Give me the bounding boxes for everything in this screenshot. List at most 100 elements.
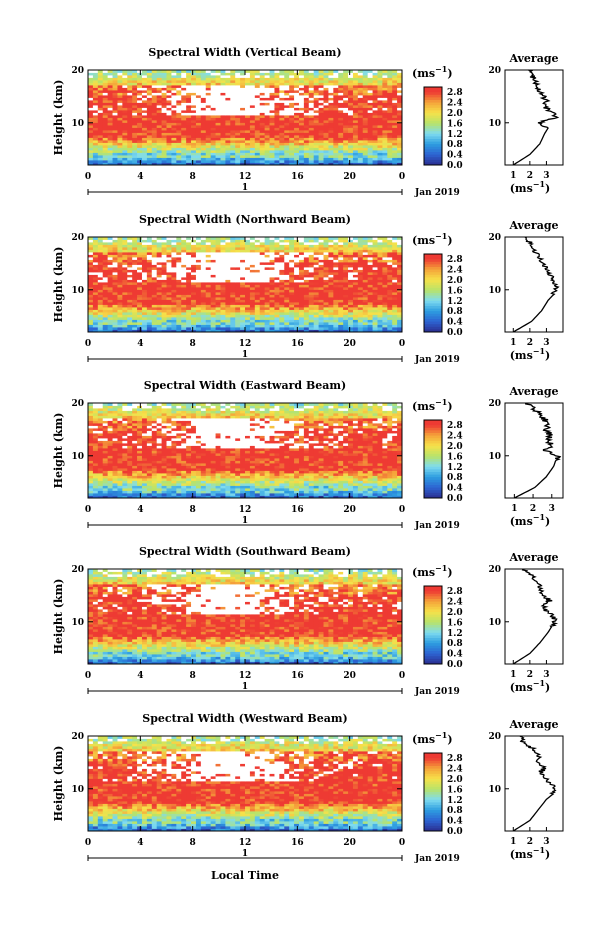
heatmap-cell: [200, 135, 207, 138]
heatmap-cell: [387, 155, 393, 158]
heatmap-cell: [367, 125, 373, 128]
heatmap-cell: [225, 157, 231, 161]
heatmap-cell: [117, 155, 123, 158]
heatmap-cell: [151, 100, 158, 103]
heatmap-cell: [249, 327, 256, 330]
heatmap-cell: [137, 157, 143, 161]
heatmap-cell: [186, 249, 192, 253]
heatmap-cell: [127, 307, 133, 310]
heatmap-cell: [348, 289, 354, 293]
heatmap-cell: [200, 155, 207, 158]
heatmap-cell: [88, 132, 94, 136]
heatmap-cell: [303, 115, 310, 118]
heatmap-cell: [357, 162, 364, 166]
heatmap-cell: [112, 72, 118, 76]
heatmap-cell: [195, 97, 202, 101]
heatmap-cell: [249, 142, 256, 146]
heatmap-cell: [220, 82, 226, 86]
heatmap-cell: [210, 264, 216, 268]
heatmap-cell: [323, 289, 329, 293]
heatmap-cell: [215, 264, 221, 268]
heatmap-cell: [166, 247, 172, 250]
heatmap-cell: [146, 242, 153, 245]
heatmap-cell: [274, 287, 280, 290]
heatmap-cell: [107, 157, 113, 161]
heatmap-cell: [313, 152, 319, 156]
heatmap-cell: [230, 117, 236, 121]
heatmap-cell: [97, 80, 104, 83]
heatmap-cell: [97, 294, 104, 298]
heatmap-cell: [333, 110, 339, 113]
heatmap-cell: [397, 162, 403, 166]
heatmap-cell: [117, 112, 123, 116]
heatmap-cell: [284, 269, 290, 273]
heatmap-cell: [308, 70, 315, 73]
heatmap-cell: [274, 120, 280, 123]
heatmap-cell: [146, 117, 153, 121]
heatmap-cell: [166, 80, 172, 83]
heatmap-cell: [92, 162, 99, 166]
heatmap-cell: [97, 142, 104, 146]
heatmap-cell: [132, 324, 138, 328]
heatmap-cell: [230, 254, 236, 258]
heatmap-cell: [249, 319, 256, 323]
heatmap-cell: [308, 110, 315, 113]
heatmap-cell: [151, 122, 158, 126]
heatmap-cell: [220, 277, 226, 280]
heatmap-cell: [92, 244, 99, 248]
heatmap-cell: [254, 102, 261, 106]
heatmap-cell: [205, 292, 212, 295]
heatmap-cell: [279, 247, 285, 250]
heatmap-cell: [357, 152, 364, 156]
heatmap-cell: [269, 242, 275, 245]
heatmap-cell: [298, 145, 305, 148]
heatmap-cell: [289, 107, 295, 111]
heatmap-cell: [313, 70, 319, 73]
heatmap-cell: [249, 329, 256, 333]
heatmap-cell: [387, 282, 393, 285]
heatmap-cell: [92, 155, 99, 158]
heatmap-cell: [176, 152, 182, 156]
heatmap-cell: [181, 304, 187, 308]
heatmap-cell: [279, 162, 285, 166]
heatmap-cell: [328, 254, 334, 258]
heatmap-cell: [137, 107, 143, 111]
heatmap-cell: [161, 120, 167, 123]
heatmap-cell: [254, 137, 261, 141]
heatmap-cell: [176, 239, 182, 243]
heatmap-cell: [191, 322, 197, 325]
heatmap-cell: [186, 100, 192, 103]
heatmap-cell: [313, 155, 319, 158]
y-tick-label: 10: [71, 119, 84, 129]
heatmap-cell: [166, 162, 172, 166]
heatmap-cell: [225, 254, 231, 258]
heatmap-cell: [274, 262, 280, 265]
heatmap-cell: [161, 112, 167, 116]
heatmap-cell: [392, 150, 398, 153]
heatmap-cell: [284, 327, 290, 330]
heatmap-cell: [348, 312, 354, 315]
heatmap-cell: [191, 90, 197, 93]
heatmap-cell: [392, 120, 398, 123]
heatmap-cell: [254, 77, 261, 81]
heatmap-cell: [122, 297, 128, 300]
heatmap-cell: [284, 127, 290, 131]
heatmap-cell: [181, 150, 187, 153]
heatmap-cell: [259, 314, 266, 318]
heatmap-cell: [220, 152, 226, 156]
heatmap-cell: [303, 150, 310, 153]
heatmap-cell: [156, 77, 162, 81]
heatmap-cell: [161, 132, 167, 136]
heatmap-cell: [151, 77, 158, 81]
heatmap-cell: [352, 262, 359, 265]
heatmap-cell: [279, 307, 285, 310]
heatmap-cell: [92, 120, 99, 123]
heatmap-cell: [259, 132, 266, 136]
heatmap-cell: [181, 82, 187, 86]
heatmap-cell: [215, 100, 221, 103]
heatmap-cell: [348, 137, 354, 141]
heatmap-cell: [225, 107, 231, 111]
heatmap-cell: [97, 127, 104, 131]
heatmap-cell: [191, 122, 197, 126]
heatmap-cell: [122, 249, 128, 253]
